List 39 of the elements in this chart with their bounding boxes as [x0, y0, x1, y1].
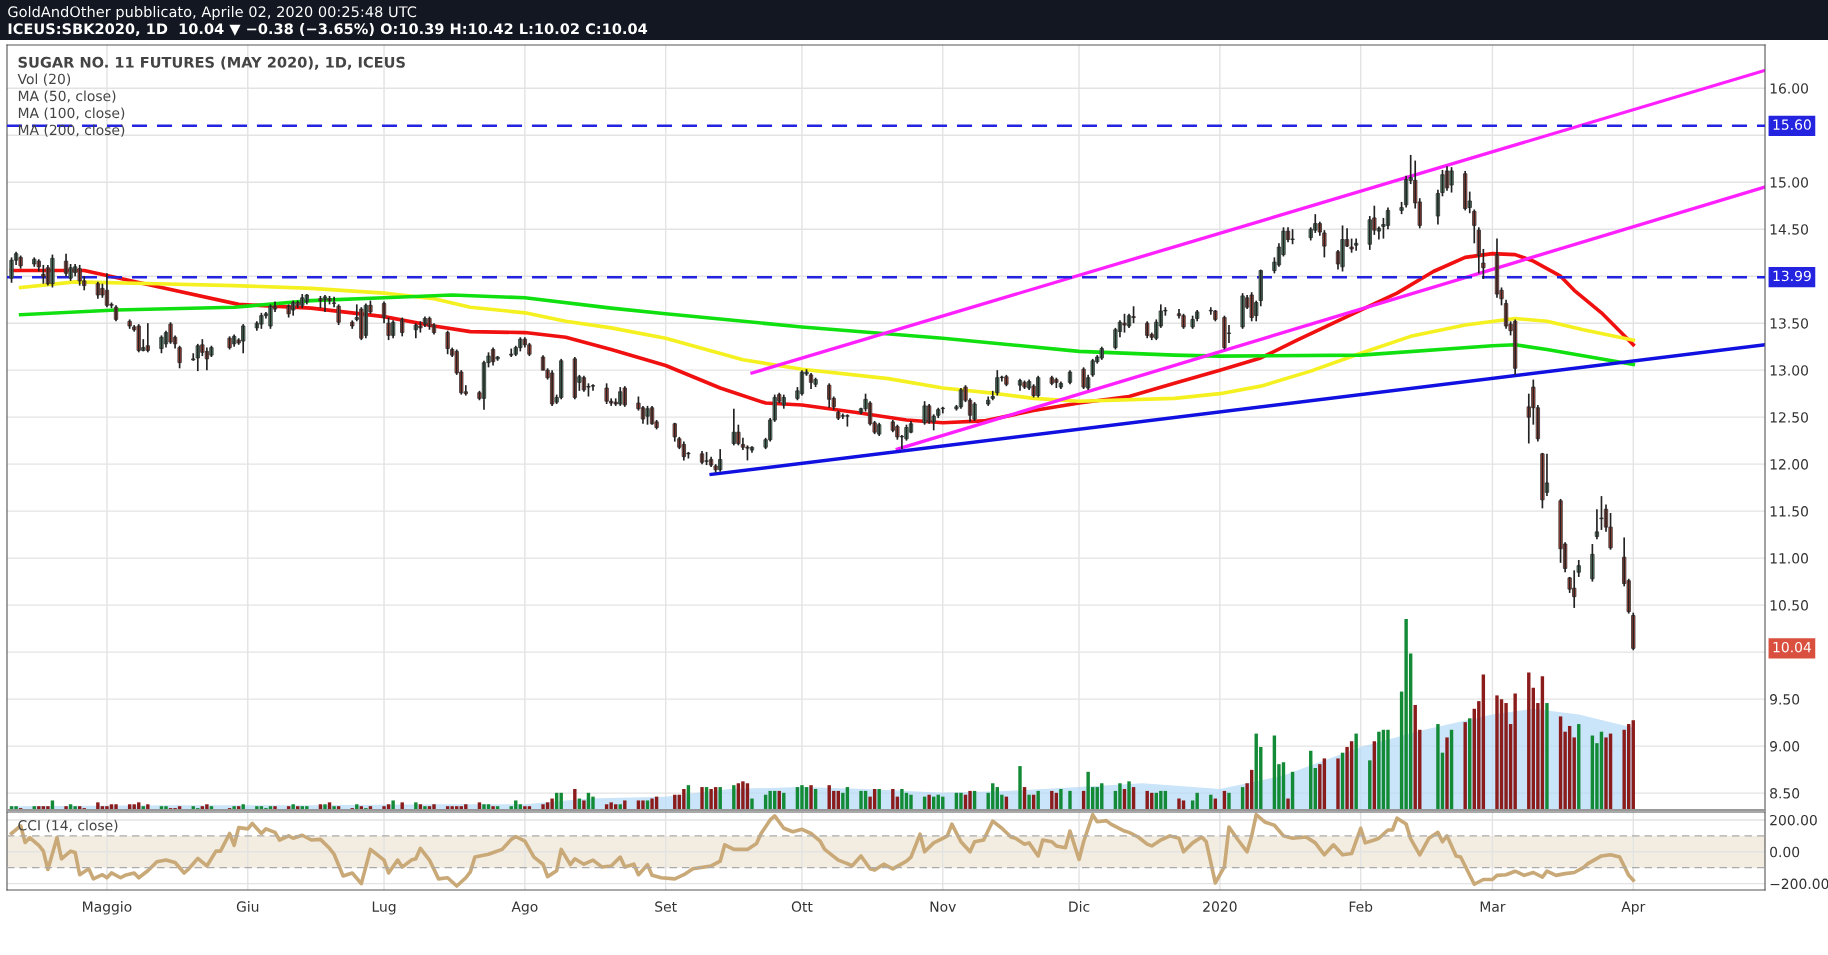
x-tick-label: 2020 — [1203, 901, 1237, 912]
x-tick-label: Nov — [930, 901, 956, 912]
x-tick-label: Ago — [511, 901, 538, 915]
x-tick-label: Lug — [372, 901, 396, 915]
y-tick-label: 10.50 — [1770, 600, 1809, 611]
y-tick-label: 15.00 — [1770, 177, 1809, 188]
y-tick-label: 13.50 — [1770, 318, 1809, 329]
y-tick-label: 8.50 — [1770, 788, 1800, 799]
y-tick-label: 14.50 — [1770, 224, 1809, 235]
x-tick-label: Mar — [1480, 901, 1506, 912]
x-tick-label: Ott — [791, 901, 813, 912]
annotation: MA (50, close) — [18, 90, 116, 103]
y-tick-label: 12.50 — [1770, 412, 1809, 423]
text: SUGAR NO. 11 FUTURES (MAY 2020), 1D, ICEUS — [18, 56, 405, 70]
annotation: Vol (20) — [17, 73, 71, 86]
x-tick-label: Feb — [1349, 901, 1373, 912]
y-tick-label: 13.00 — [1770, 365, 1809, 376]
y-tick-label: −200.00 — [1770, 878, 1828, 890]
y-tick-label: 12.00 — [1770, 459, 1809, 470]
annotation: MA (100, close) — [18, 107, 125, 120]
text: 10.04 — [1773, 641, 1812, 653]
x-tick-label: Set — [655, 901, 677, 912]
y-tick-label: 0.00 — [1770, 846, 1800, 858]
ref-line-label: 13.99 — [1773, 270, 1811, 282]
y-tick-label: 200.00 — [1770, 814, 1817, 826]
y-tick-label: 11.00 — [1770, 553, 1809, 564]
x-tick-label: Maggio — [83, 901, 132, 915]
x-tick-label: Apr — [1621, 901, 1646, 915]
text: CCI (14, close) — [18, 819, 118, 833]
text: ICEUS:SBK2020, 1D 10.04 ▼ −0.38 (−3.65%) O:10.39 H:10.42 L:10.02 C:10.04 — [8, 22, 648, 37]
text: GoldAndOther pubblicato, Aprile 02, 2020 00:25:48 UTC — [8, 5, 417, 21]
x-tick-label: Dic — [1069, 901, 1090, 912]
y-tick-label: 11.50 — [1770, 506, 1809, 517]
x-tick-label: Giu — [236, 901, 259, 912]
y-tick-label: 9.50 — [1770, 694, 1800, 705]
y-tick-label: 9.00 — [1770, 741, 1800, 752]
y-tick-label: 16.00 — [1770, 83, 1809, 94]
annotation: MA (200, close) — [18, 124, 125, 137]
ref-line-label: 15.60 — [1773, 119, 1811, 130]
